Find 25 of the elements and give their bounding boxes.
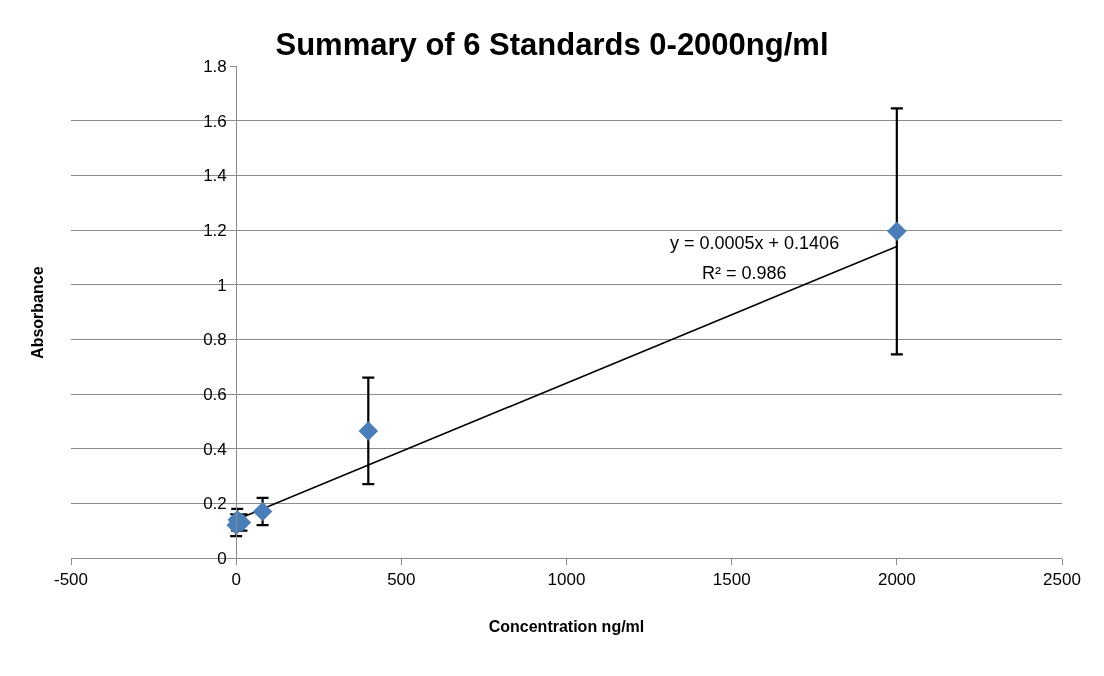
y-axis-title: Absorbance [28, 266, 46, 359]
y-tick-label: 1.4 [203, 166, 227, 186]
y-tick-label: 0.4 [203, 439, 227, 459]
x-tick-label: 2500 [1043, 570, 1081, 590]
y-tick-label: 1.2 [203, 220, 227, 240]
annotation: y = 0.0005x + 0.1406 [670, 233, 840, 253]
y-tick-label: 1.8 [203, 56, 227, 76]
chart-title: Summary of 6 Standards 0-2000ng/ml [275, 26, 829, 62]
y-tick-label: 1.6 [203, 111, 227, 131]
point [252, 501, 273, 522]
y-tick-label: 0.2 [203, 494, 227, 514]
point [887, 221, 907, 242]
x-tick-label: 1000 [547, 570, 586, 590]
x-tick-label: 1500 [712, 570, 751, 590]
x-tick-label: 2000 [877, 570, 916, 590]
point [358, 421, 379, 441]
x-tick-label: 0 [231, 570, 241, 590]
y-tick-label: 0.8 [203, 330, 227, 350]
x-tick-label: -500 [53, 570, 89, 590]
x-tick-label: 500 [387, 570, 416, 590]
y-tick-label: 1 [217, 275, 227, 295]
y-tick-label: 0.6 [203, 384, 227, 404]
y-tick-label: 0 [217, 548, 227, 568]
annotation: R² = 0.986 [702, 263, 787, 283]
x-axis-title: Concentration ng/ml [488, 618, 645, 636]
